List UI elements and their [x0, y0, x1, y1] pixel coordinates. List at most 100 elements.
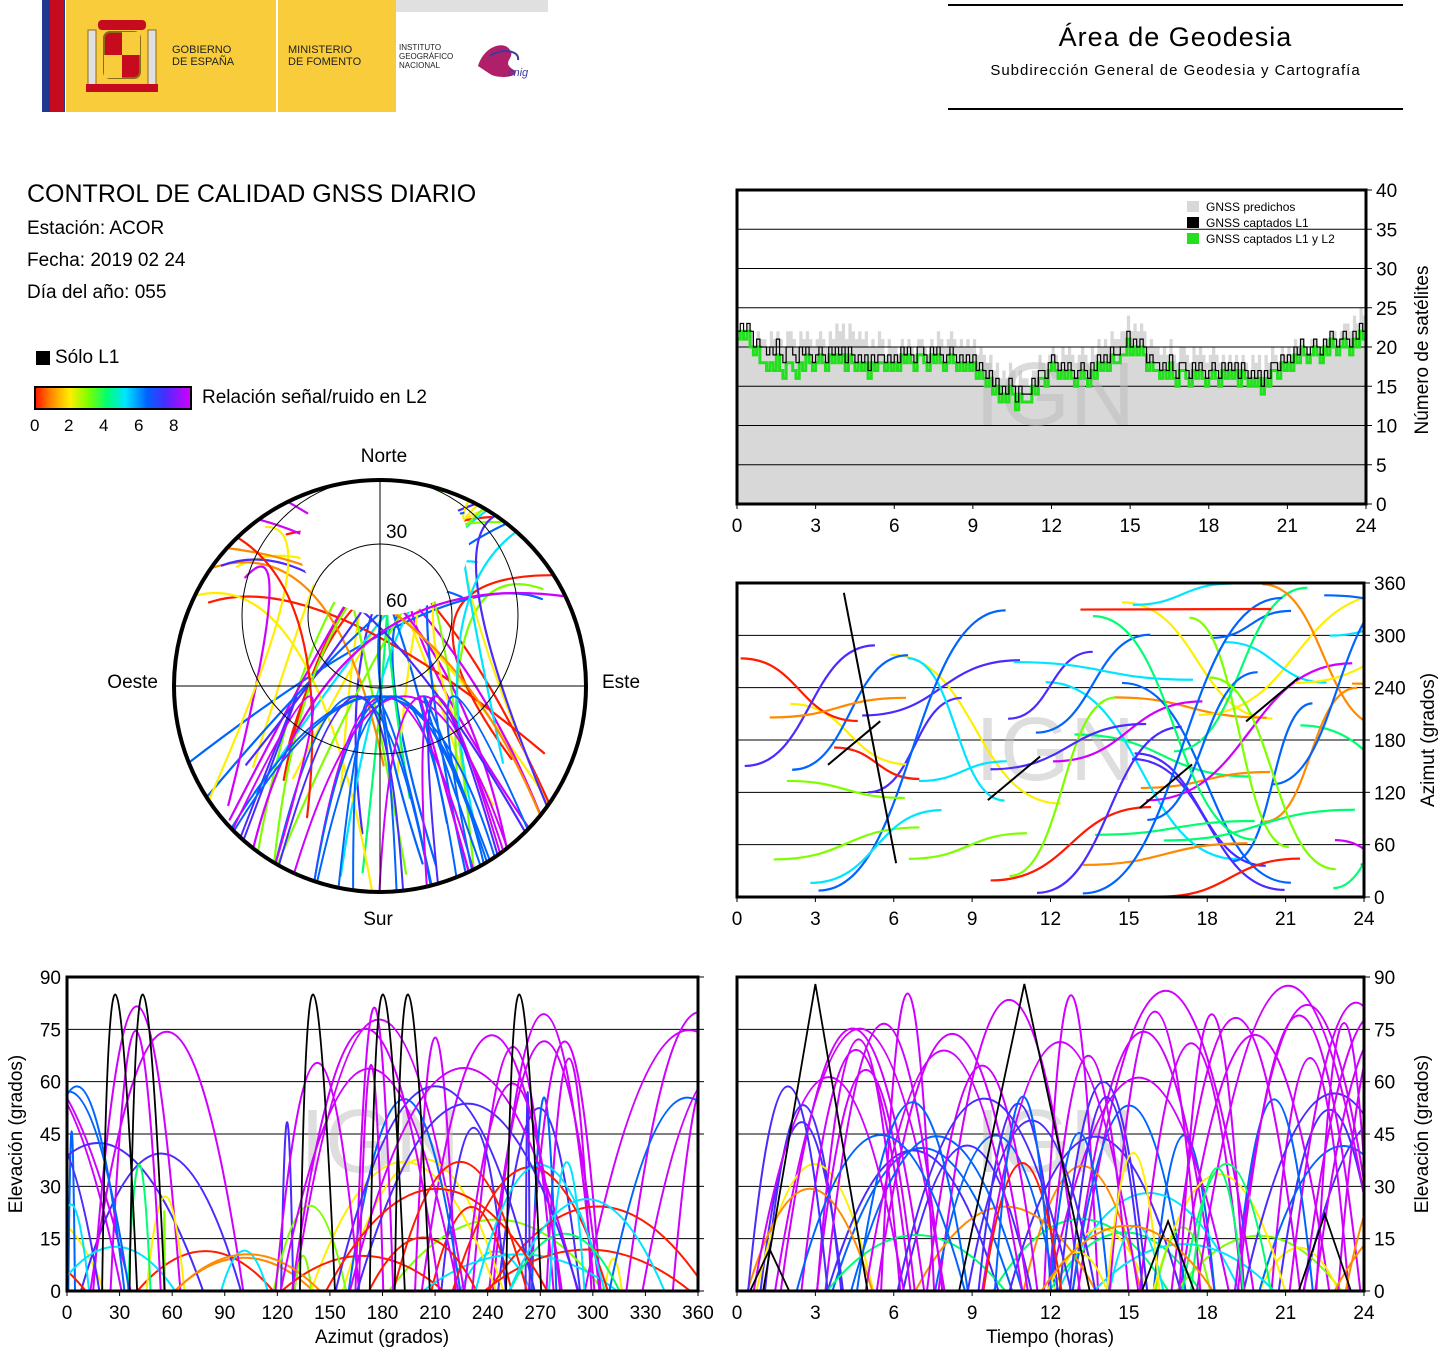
et-track — [1138, 1042, 1244, 1291]
ea-track — [625, 1011, 698, 1291]
et-track — [752, 1076, 905, 1291]
ea-track — [583, 1029, 698, 1291]
ea-track — [641, 1086, 698, 1291]
x-tick-label: 15 — [1118, 1303, 1139, 1324]
sat-legend: GNSS predichos GNSS captados L1 GNSS cap… — [1187, 200, 1335, 246]
et-track-l1 — [958, 983, 1091, 1291]
y-tick-label: 20 — [1376, 338, 1397, 359]
az-track — [990, 722, 1147, 771]
legend-l1-only: Sólo L1 — [36, 347, 119, 369]
y-tick-label: 60 — [1374, 1073, 1395, 1094]
az-track — [1074, 733, 1251, 778]
et-track-l1 — [1297, 1211, 1352, 1291]
x-tick-label: 0 — [732, 909, 743, 930]
az-track — [1132, 757, 1285, 892]
y-tick-label: 25 — [1376, 299, 1397, 320]
az-track — [769, 696, 906, 719]
ea-track — [548, 1161, 586, 1291]
snr-label: Relación señal/ruido en L2 — [202, 387, 427, 408]
skyplot-chart: Norte Sur Oeste Este 30 60 — [107, 446, 640, 930]
et-track — [1258, 1144, 1364, 1291]
ea-track — [524, 1091, 531, 1291]
az-track — [1232, 702, 1313, 863]
ea-track — [291, 1027, 441, 1291]
az-track — [907, 657, 1005, 802]
et-track — [981, 1041, 1140, 1291]
az-track — [810, 809, 942, 885]
legend-entry: GNSS predichos — [1206, 200, 1295, 214]
az-track — [918, 760, 1007, 783]
sky-horizon — [172, 478, 588, 894]
ministerio-logo: MINISTERIO DE FOMENTO — [278, 0, 396, 112]
et-track — [779, 1027, 926, 1291]
et-track — [1344, 1212, 1364, 1291]
et-track — [1068, 1096, 1144, 1291]
et-track — [1337, 1060, 1364, 1291]
report-title: CONTROL DE CALIDAD GNSS DIARIO — [27, 180, 477, 208]
ea-track — [272, 1204, 348, 1291]
ea-track — [325, 1187, 549, 1291]
legend-swatch-l1l2 — [1187, 233, 1199, 244]
gobierno-logo: GOBIERNO DE ESPAÑA — [66, 0, 276, 112]
x-tick-label: 3 — [810, 516, 821, 537]
et-track — [1314, 1046, 1364, 1291]
sky-track — [352, 695, 434, 892]
x-tick-label: 0 — [62, 1303, 73, 1324]
az-track — [1037, 725, 1182, 894]
sky-track — [313, 695, 460, 892]
x-tick-label: 0 — [732, 1303, 743, 1324]
sky-track — [421, 695, 513, 892]
et-track — [1040, 1224, 1214, 1291]
x-tick-label: 24 — [1353, 909, 1375, 930]
sky-no-coverage — [299, 480, 469, 615]
instituto-text: INSTITUTO GEOGRÁFICO NACIONAL — [399, 43, 454, 70]
az-track — [1082, 596, 1283, 895]
et-track — [1270, 1057, 1350, 1291]
sky-east-label: Este — [602, 672, 640, 693]
az-track — [1113, 696, 1267, 719]
snr-tick: 0 — [30, 416, 40, 435]
az-track — [773, 826, 920, 861]
et-track — [1233, 1004, 1364, 1291]
x-tick-label: 9 — [968, 516, 979, 537]
legend-entry: GNSS captados L1 — [1206, 216, 1309, 230]
az-track — [792, 654, 909, 771]
ea-track — [136, 1250, 274, 1291]
ea-track — [293, 1255, 313, 1291]
y-tick-label: 40 — [1376, 181, 1397, 202]
x-tick-label: 18 — [1198, 516, 1219, 537]
y-tick-label: 240 — [1374, 679, 1406, 700]
ea-track — [414, 1036, 457, 1291]
sky-track — [474, 512, 554, 822]
ea-track — [67, 1090, 131, 1291]
et-track — [774, 1027, 946, 1291]
ea-track — [67, 1245, 177, 1291]
ea-track — [357, 1064, 385, 1291]
x-tick-label: 9 — [967, 1303, 978, 1324]
et-track — [1333, 1243, 1364, 1291]
az-track — [1095, 819, 1255, 836]
ea-track-l1 — [299, 993, 336, 1291]
sky-track — [270, 695, 405, 892]
x-tick-label: 21 — [1277, 516, 1298, 537]
et-track — [1179, 1033, 1331, 1291]
legend-swatch-l1 — [1187, 217, 1199, 228]
header-rule-top — [948, 4, 1403, 6]
ea-track — [508, 1232, 621, 1291]
et-track — [880, 992, 936, 1291]
et-track — [1242, 1092, 1364, 1291]
ea-xlabel: Azimut (grados) — [315, 1327, 449, 1348]
ea-track — [603, 1257, 623, 1291]
az-track — [1147, 671, 1258, 822]
x-tick-label: 240 — [472, 1303, 504, 1324]
x-tick-label: 12 — [1040, 1303, 1061, 1324]
et-track — [1190, 1167, 1245, 1291]
ea-track — [109, 1030, 162, 1291]
az-track — [1324, 594, 1364, 600]
az-track — [1008, 650, 1093, 720]
ea-track — [67, 1096, 132, 1291]
et-track — [1288, 1002, 1364, 1291]
sky-track — [251, 592, 569, 853]
az-track-l1 — [1139, 763, 1193, 809]
